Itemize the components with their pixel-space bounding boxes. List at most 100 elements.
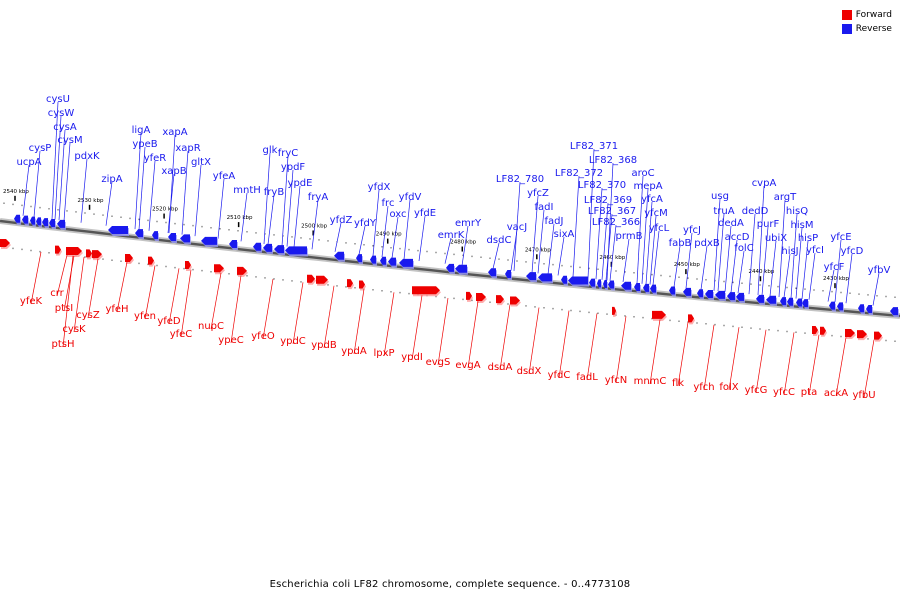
gene-label: hisJ xyxy=(781,246,799,298)
gene-name: yfeR xyxy=(144,153,167,164)
gene-name: LF82_368 xyxy=(589,155,637,166)
gene-name: fryC xyxy=(278,148,299,159)
reverse-gene-arrow xyxy=(263,243,273,254)
gene-name: mntH xyxy=(233,185,261,196)
gene-label: fryB xyxy=(264,187,284,245)
gene-label: ypdF xyxy=(281,162,305,247)
gene-label: emrY xyxy=(455,218,482,266)
gene-name: yfdE xyxy=(414,208,436,219)
gene-label: yfdE xyxy=(414,208,436,262)
gene-label: yfcA xyxy=(641,194,663,285)
gene-label: ptsI xyxy=(55,255,75,314)
gene-label: fadI xyxy=(535,202,553,274)
gene-name: glk xyxy=(263,145,278,156)
gene-label: yfcI xyxy=(806,245,824,300)
gene-label: frc xyxy=(382,198,394,258)
gene-name: flk xyxy=(672,378,684,389)
gene-name: dedA xyxy=(718,218,744,229)
forward-gene-arrow xyxy=(86,249,93,260)
gene-label: LF82_370 xyxy=(578,180,626,280)
gene-label: yfcM xyxy=(644,208,668,285)
gene-label: cysK xyxy=(62,257,86,335)
gene-name: fabB xyxy=(669,238,692,249)
forward-gene-arrow xyxy=(496,295,505,306)
forward-gene-arrow xyxy=(347,279,354,290)
forward-gene-arrow xyxy=(316,275,329,286)
gene-name: yfcN xyxy=(605,375,627,386)
forward-gene-arrow xyxy=(237,266,248,277)
gene-label: dedA xyxy=(718,218,744,292)
gene-label: LF82_366 xyxy=(592,217,640,281)
gene-name: fryA xyxy=(308,192,329,203)
gene-label: purF xyxy=(757,219,780,296)
gene-name: yfeC xyxy=(170,329,193,340)
scale-tick-label: 2450 kbp xyxy=(674,262,700,268)
gene-name: hisJ xyxy=(781,246,798,257)
reverse-gene-arrow xyxy=(756,294,765,305)
gene-name: LF82_371 xyxy=(570,141,618,152)
gene-name: folX xyxy=(719,382,738,393)
gene-name: yfcA xyxy=(641,194,663,205)
gene-name: cysK xyxy=(62,324,86,335)
reverse-gene-arrow xyxy=(589,278,596,289)
gene-label: ubiX xyxy=(765,233,787,297)
gene-label: cysP xyxy=(29,143,52,218)
gene-name: truA xyxy=(713,206,734,217)
gene-label: fabB xyxy=(669,238,692,288)
gene-name: xapR xyxy=(175,143,200,154)
reverse-gene-arrow xyxy=(866,304,873,315)
forward-gene-arrow xyxy=(510,296,521,307)
reverse-gene-arrow xyxy=(780,297,787,308)
gene-name: cysP xyxy=(29,143,52,154)
gene-label: yfbU xyxy=(852,339,876,401)
reverse-gene-arrow xyxy=(42,218,49,229)
scale-tick-label: 2530 kbp xyxy=(78,198,104,204)
map-caption: Escherichia coli LF82 chromosome, comple… xyxy=(269,579,631,590)
forward-gene-arrow xyxy=(820,326,827,337)
forward-gene-arrow xyxy=(92,250,103,261)
gene-label: yfen xyxy=(134,265,156,322)
gene-name: sixA xyxy=(554,229,575,240)
gene-label: zipA xyxy=(101,174,123,226)
gene-label: yfdV xyxy=(399,192,421,260)
gene-label: nupC xyxy=(198,273,224,332)
reverse-gene-arrow xyxy=(568,276,589,287)
gene-label: yfdZ xyxy=(330,215,352,252)
reverse-gene-arrow xyxy=(597,279,602,290)
gene-label: cysZ xyxy=(76,258,100,321)
gene-name: yfcJ xyxy=(683,225,701,236)
reverse-gene-arrow xyxy=(505,269,512,280)
scale-ticks: 2540 kbp 2530 kbp 2520 kbp 2510 kbp 2500 kbp… xyxy=(3,189,896,343)
reverse-gene-arrow xyxy=(561,275,568,286)
reverse-gene-arrow xyxy=(370,255,377,266)
gene-label: ptsH xyxy=(52,255,75,350)
reverse-gene-arrow xyxy=(380,256,387,267)
gene-label: pdxK xyxy=(74,151,100,223)
gene-name: dsdC xyxy=(487,235,512,246)
gene-label: ypeC xyxy=(218,275,244,346)
gene-label: yfcG xyxy=(745,329,767,396)
gene-name: purF xyxy=(757,219,780,230)
reverse-gene-arrow xyxy=(643,283,650,294)
scale-tick-label: 2470 kbp xyxy=(525,247,551,253)
gene-label: xapR xyxy=(175,143,201,235)
gene-label: mntH xyxy=(233,185,261,242)
reverse-gene-arrow xyxy=(488,268,497,279)
gene-name: yfdX xyxy=(368,182,391,193)
gene-label: LF82_367 xyxy=(588,206,636,281)
gene-name: ypdB xyxy=(311,340,337,351)
gene-name: LF82_366 xyxy=(592,217,640,228)
scale-tick-label: 2500 kbp xyxy=(301,223,327,229)
reverse-gene-arrow xyxy=(669,286,676,297)
gene-name: dsdA xyxy=(488,362,513,373)
reverse-gene-arrow xyxy=(399,258,414,269)
gene-label: yfbV xyxy=(868,265,890,306)
reverse-gene-arrow xyxy=(22,215,29,226)
gene-name: emrK xyxy=(438,230,465,241)
forward-gene-arrow xyxy=(125,253,134,264)
gene-label: ypdB xyxy=(311,285,337,351)
gene-name: yfch xyxy=(693,382,714,393)
gene-label: truA xyxy=(713,206,735,292)
gene-name: yfcM xyxy=(644,208,668,219)
gene-name: ypdI xyxy=(401,352,423,363)
